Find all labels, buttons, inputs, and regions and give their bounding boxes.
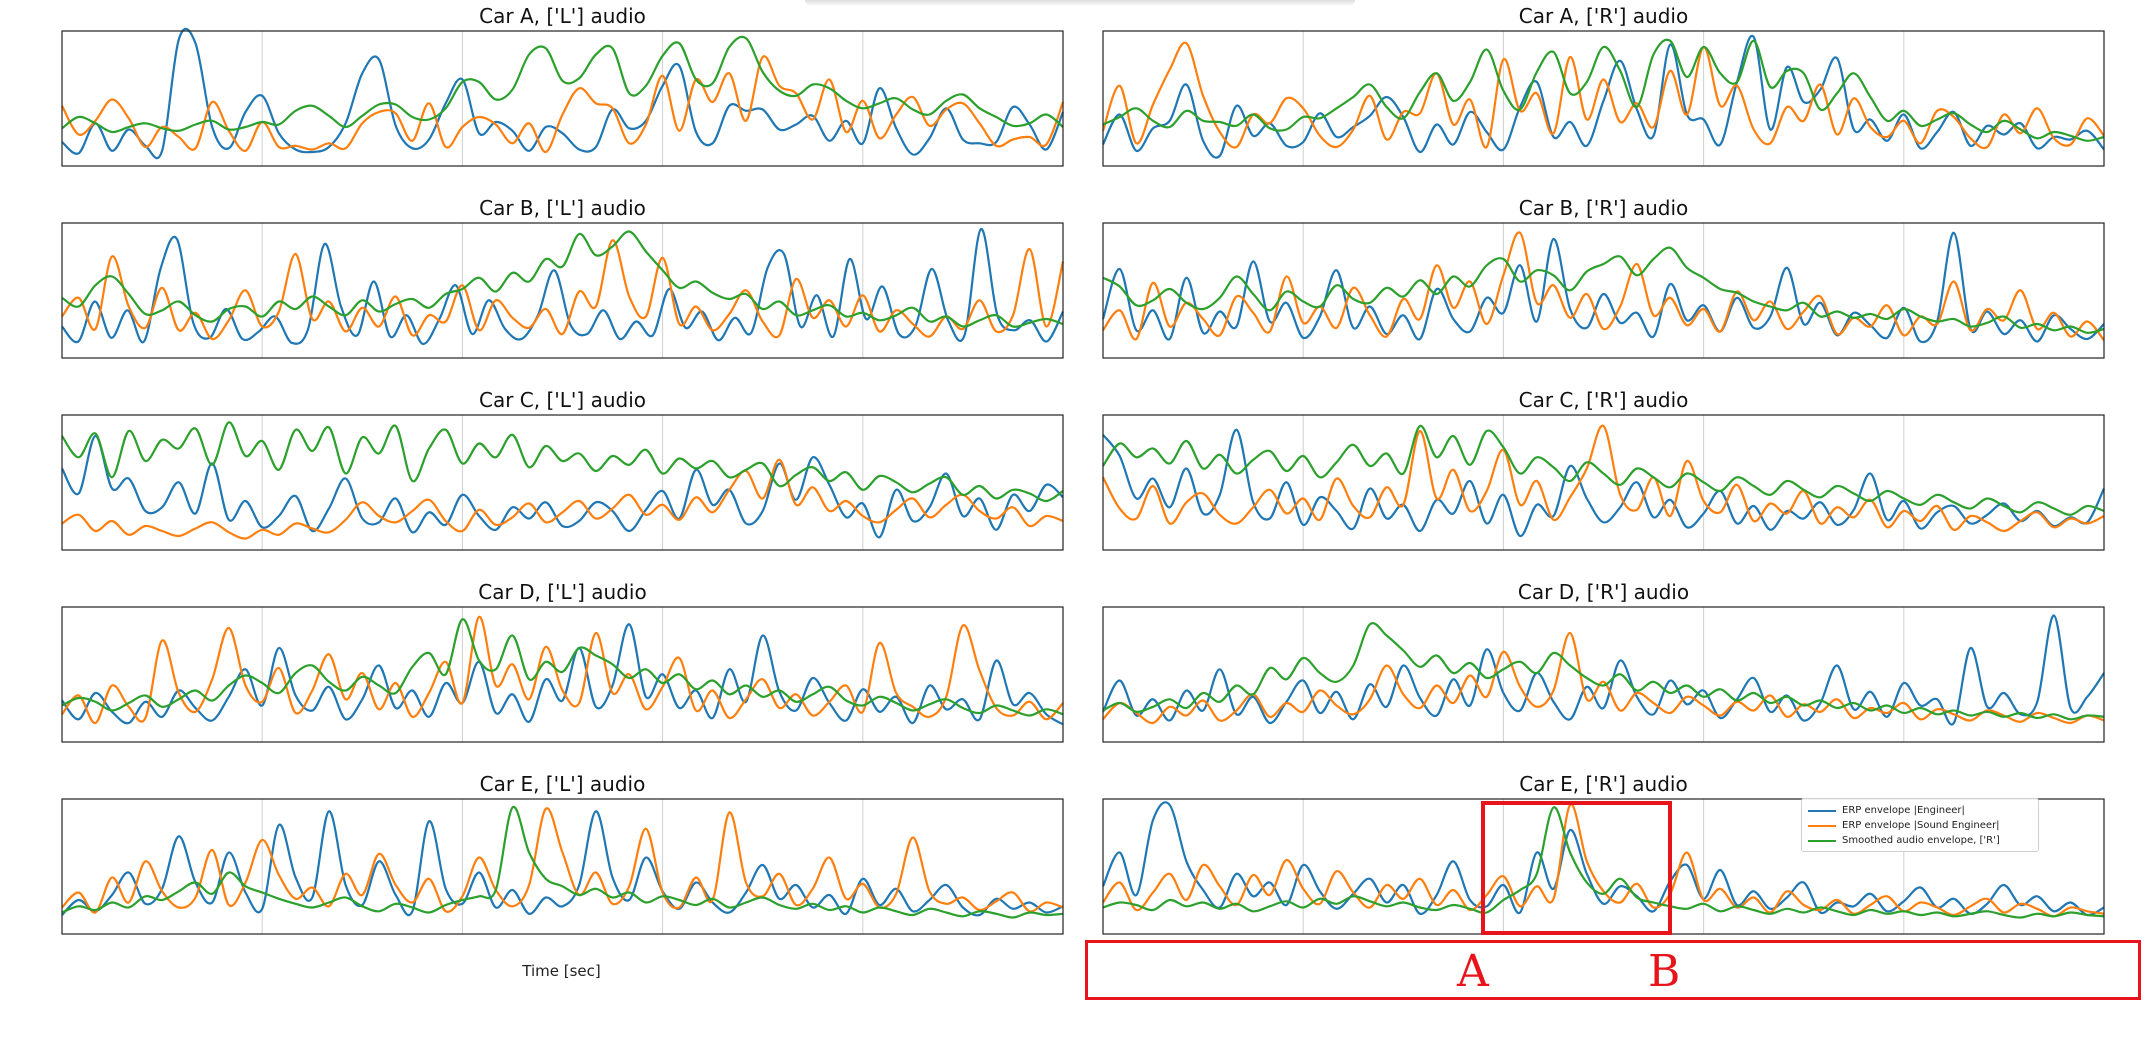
series-line-erp-envelope-engineer [1102, 428, 2105, 538]
series-line-smoothed-audio-envelope-l [61, 421, 1064, 503]
subplot-title: Car E, ['R'] audio [1519, 772, 1687, 796]
plot-frame [61, 222, 1064, 359]
series-line-erp-envelope-engineer [1101, 231, 2105, 344]
plot-frame [61, 414, 1064, 551]
subplot-title: Car A, ['R'] audio [1519, 4, 1688, 28]
subplot-title: Car B, ['L'] audio [479, 196, 646, 220]
series-line-erp-envelope-sound-engineer [61, 615, 1064, 725]
legend-entry: Smoothed audio envelope, ['R'] [1808, 833, 2032, 848]
series-line-erp-envelope-engineer [61, 227, 1064, 346]
subplot: Car A, ['R'] audio [1101, 4, 2105, 167]
series-line-erp-envelope-sound-engineer [1102, 631, 2105, 725]
subplot-title: Car D, ['L'] audio [478, 580, 646, 604]
toolbar-shadow [805, 0, 1355, 6]
subplot: Car C, ['L'] audio [61, 388, 1064, 551]
series-line-erp-envelope-engineer [61, 810, 1064, 917]
series-line-erp-envelope-sound-engineer [1102, 803, 2105, 918]
legend-label-engineer: ERP envelope |Engineer| [1842, 805, 1965, 816]
subplot-title: Car D, ['R'] audio [1518, 580, 1689, 604]
subplot: Car C, ['R'] audio [1102, 388, 2105, 551]
legend-entry: ERP envelope |Engineer| [1808, 803, 2032, 818]
series-line-erp-envelope-sound-engineer [61, 807, 1064, 914]
x-axis-label: Time [sec] [522, 962, 601, 980]
chart-legend: ERP envelope |Engineer| ERP envelope |So… [1801, 798, 2039, 852]
series-line-erp-envelope-sound-engineer [61, 55, 1065, 154]
series-line-smoothed-audio-envelope-r [1102, 424, 2105, 516]
legend-label-audio-envelope: Smoothed audio envelope, ['R'] [1842, 835, 2000, 846]
series-line-smoothed-audio-envelope-l [61, 35, 1064, 134]
series-line-erp-envelope-sound-engineer [1102, 424, 2105, 533]
annotation-label-b: B [1648, 946, 1681, 997]
plot-frame [1102, 414, 2105, 551]
series-line-erp-envelope-sound-engineer [61, 458, 1064, 540]
legend-label-sound-engineer: ERP envelope |Sound Engineer| [1842, 820, 2000, 831]
series-line-erp-envelope-sound-engineer [1102, 231, 2105, 342]
series-line-smoothed-audio-envelope-r [1102, 622, 2105, 721]
subplot-title: Car A, ['L'] audio [479, 4, 646, 28]
series-line-smoothed-audio-envelope-r [1102, 806, 2105, 919]
series-line-smoothed-audio-envelope-r [1102, 38, 2105, 142]
plot-frame [61, 30, 1064, 167]
series-line-erp-envelope-engineer [1102, 614, 2105, 726]
legend-swatch-audio-envelope [1808, 839, 1836, 842]
legend-swatch-engineer [1808, 809, 1836, 812]
plot-frame [61, 798, 1064, 935]
plot-frame [1102, 222, 2105, 359]
subplot: Car A, ['L'] audio [61, 4, 1065, 167]
series-line-erp-envelope-engineer [61, 434, 1064, 539]
subplot: Car E, ['L'] audio [61, 772, 1064, 935]
subplot-title: Car E, ['L'] audio [480, 772, 646, 796]
subplot: Car B, ['L'] audio [61, 196, 1065, 359]
series-line-erp-envelope-engineer [1102, 34, 2105, 159]
plot-frame [1102, 30, 2105, 167]
plot-frame [61, 606, 1064, 743]
annotation-label-a: A [1457, 946, 1489, 997]
series-line-smoothed-audio-envelope-r [1102, 246, 2105, 334]
subplot-title: Car C, ['R'] audio [1519, 388, 1689, 412]
legend-swatch-sound-engineer [1808, 824, 1836, 827]
series-line-smoothed-audio-envelope-l [61, 806, 1064, 919]
subplot: Car D, ['L'] audio [61, 580, 1064, 743]
series-line-smoothed-audio-envelope-l [61, 618, 1064, 717]
series-line-erp-envelope-sound-engineer [61, 239, 1065, 341]
annotation-box-ab [1085, 940, 2141, 1000]
highlight-box [1481, 801, 1672, 935]
series-line-erp-envelope-engineer [61, 623, 1064, 726]
series-line-smoothed-audio-envelope-l [61, 230, 1064, 328]
subplot: Car D, ['R'] audio [1102, 580, 2105, 743]
subplot: Car E, ['R'] audio [1101, 772, 2105, 935]
subplot-title: Car B, ['R'] audio [1519, 196, 1689, 220]
series-line-erp-envelope-sound-engineer [1101, 41, 2105, 150]
series-line-erp-envelope-engineer [61, 27, 1065, 160]
legend-entry: ERP envelope |Sound Engineer| [1808, 818, 2032, 833]
plot-frame [1102, 606, 2105, 743]
subplot-title: Car C, ['L'] audio [479, 388, 646, 412]
subplot: Car B, ['R'] audio [1101, 196, 2105, 359]
